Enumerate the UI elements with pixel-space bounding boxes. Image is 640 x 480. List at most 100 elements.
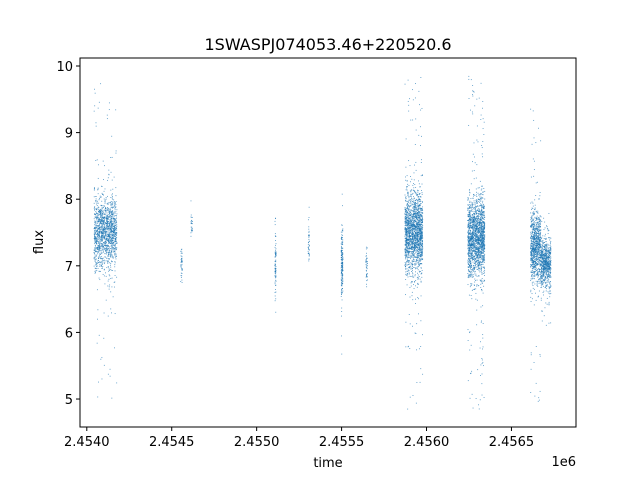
data-point (108, 241, 110, 243)
data-point (417, 200, 419, 202)
data-point (105, 256, 106, 258)
data-point (480, 203, 482, 205)
data-point (479, 180, 481, 182)
data-point (476, 264, 478, 265)
data-point (109, 246, 110, 248)
data-point (477, 187, 479, 189)
data-point (107, 215, 109, 217)
data-point (412, 223, 414, 225)
data-point (469, 243, 471, 245)
data-point (415, 161, 417, 163)
data-point (418, 257, 420, 259)
data-point (98, 224, 100, 226)
data-point (100, 265, 102, 267)
data-point (419, 251, 421, 253)
data-point (472, 245, 474, 247)
data-point (116, 236, 118, 238)
data-point (477, 216, 479, 218)
data-point (407, 234, 409, 236)
data-point (101, 236, 102, 238)
data-point (472, 85, 474, 86)
data-point (475, 262, 477, 264)
chart-title: 1SWASPJ074053.46+220520.6 (204, 35, 451, 54)
data-point (342, 234, 344, 236)
data-point (274, 260, 276, 262)
data-point (408, 218, 410, 220)
data-point (101, 214, 103, 216)
data-point (274, 233, 276, 235)
data-point (472, 261, 474, 263)
data-point (181, 260, 183, 262)
data-point (411, 178, 413, 180)
data-point (111, 224, 113, 226)
data-point (99, 231, 101, 233)
data-point (405, 243, 407, 245)
data-point (93, 110, 95, 112)
data-point (97, 262, 99, 264)
data-point (417, 274, 419, 276)
data-point (341, 261, 343, 263)
data-point (414, 215, 416, 217)
data-point (412, 215, 414, 217)
data-point (405, 138, 407, 140)
data-point (413, 213, 415, 215)
data-point (480, 238, 482, 240)
data-point (405, 229, 407, 231)
data-point (419, 237, 421, 239)
data-point (366, 265, 368, 266)
data-point (109, 227, 111, 229)
data-point (407, 250, 409, 252)
data-point (405, 244, 407, 246)
data-point (365, 260, 367, 262)
data-point (109, 226, 111, 228)
data-point (94, 244, 96, 246)
data-point (101, 205, 103, 207)
data-point (410, 248, 412, 250)
data-point (112, 244, 114, 246)
data-point (414, 212, 415, 214)
data-point (420, 263, 422, 264)
data-point (476, 217, 478, 219)
data-point (107, 195, 108, 197)
data-point (421, 276, 423, 278)
data-point (98, 227, 100, 229)
data-point (483, 226, 484, 228)
data-point (419, 219, 421, 221)
data-point (414, 221, 415, 223)
data-point (418, 240, 420, 242)
data-point (409, 181, 411, 183)
data-point (96, 238, 98, 240)
data-point (420, 258, 422, 260)
data-point (473, 250, 475, 252)
data-point (477, 262, 479, 263)
data-point (109, 262, 111, 264)
data-point (470, 239, 472, 241)
data-point (365, 259, 367, 261)
data-point (419, 263, 421, 265)
data-point (341, 241, 343, 243)
data-point (469, 232, 471, 234)
data-point (415, 206, 417, 208)
data-point (416, 217, 418, 219)
data-point (415, 221, 417, 222)
data-point (419, 235, 421, 236)
data-point (411, 241, 413, 243)
data-point (476, 205, 478, 207)
data-point (471, 274, 473, 276)
data-point (409, 247, 411, 249)
data-point (102, 216, 104, 218)
data-point (341, 353, 343, 355)
data-point (103, 269, 105, 271)
data-point (480, 193, 482, 194)
data-point (422, 215, 423, 217)
data-point (478, 221, 480, 223)
data-point (191, 226, 193, 228)
data-point (474, 226, 475, 228)
data-point (469, 249, 471, 251)
data-point (407, 195, 409, 197)
data-point (415, 402, 417, 404)
data-point (473, 256, 475, 258)
data-point (366, 258, 368, 260)
data-point (100, 217, 102, 219)
data-point (98, 270, 100, 272)
